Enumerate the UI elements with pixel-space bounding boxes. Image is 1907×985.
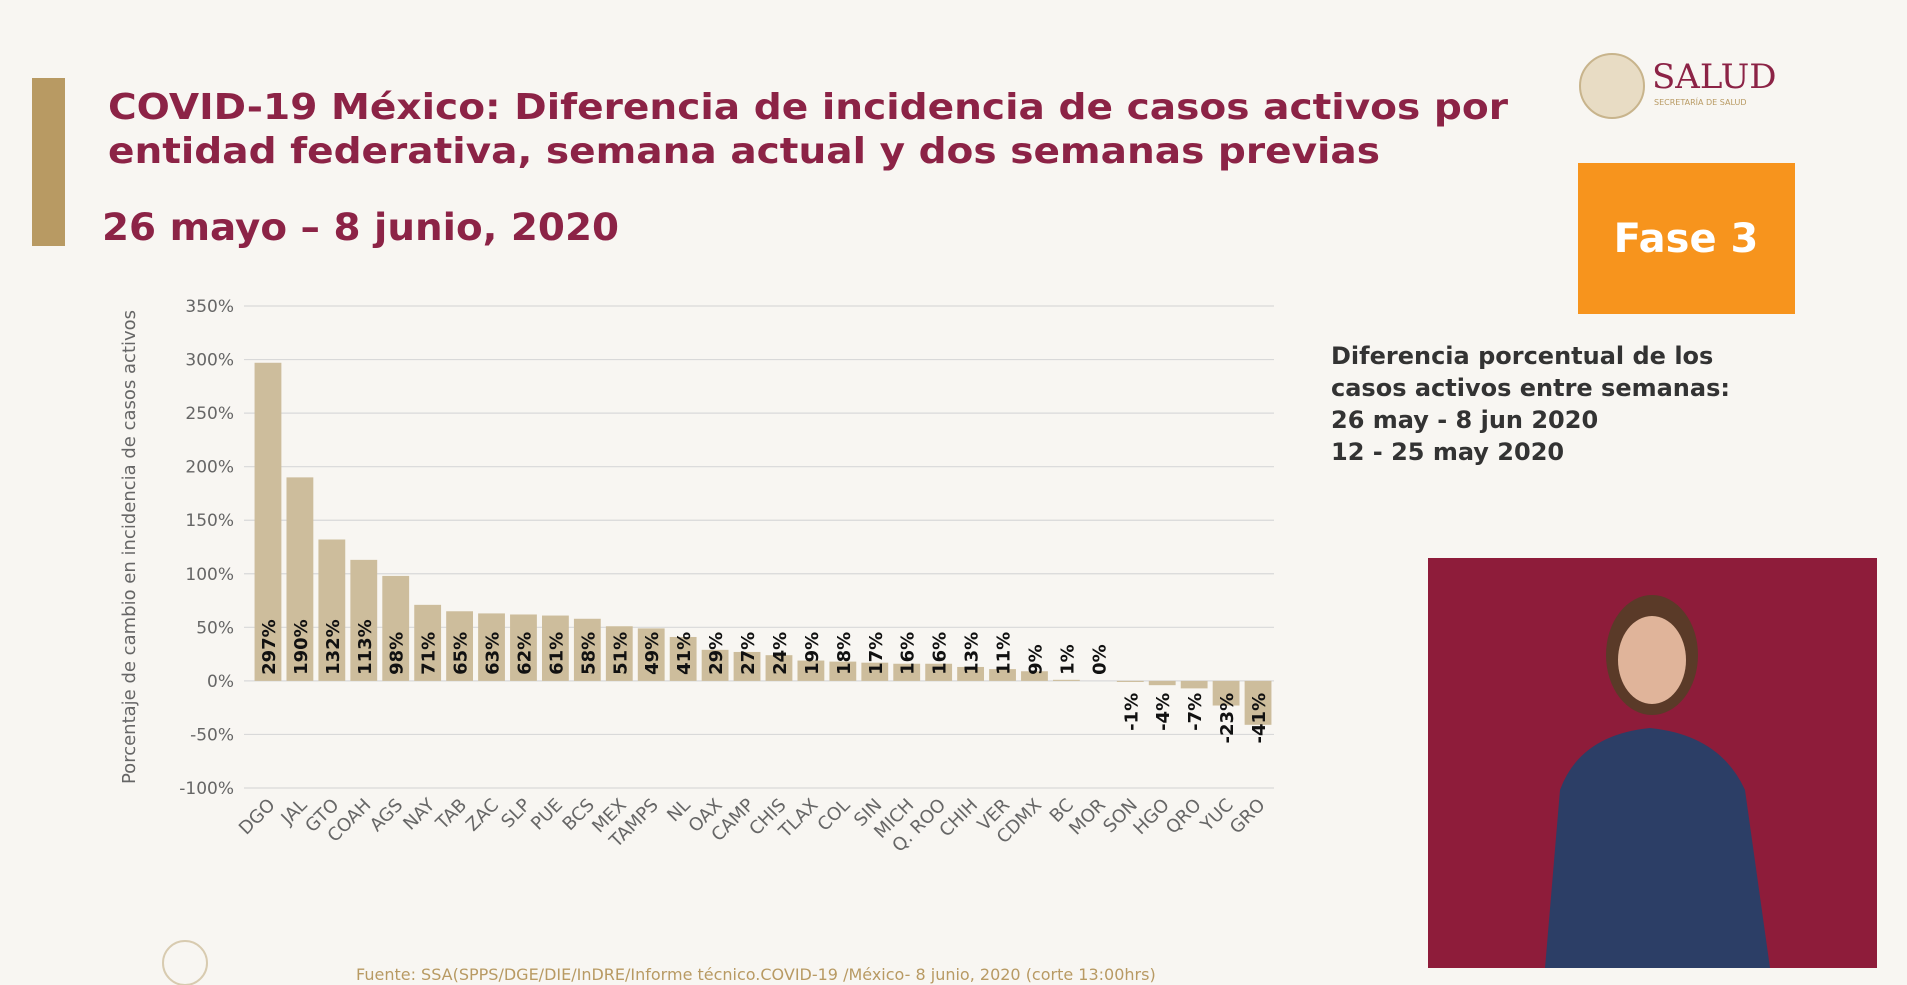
source: Fuente: SSA(SPPS/DGE/DIE/InDRE/Informe t… [356,965,1156,984]
bar [478,613,505,681]
y-tick-label: 300% [185,351,234,371]
data-label: 17% [866,632,887,675]
chart-subtitle: 26 mayo – 8 junio, 2020 [102,206,619,249]
chart-title: entidad federativa, semana actual y dos … [108,131,1380,172]
figure-body [1545,728,1770,968]
bar [989,669,1016,681]
bar [957,666,985,681]
accent-bar [32,78,65,246]
bar [286,477,314,681]
data-label: -1% [1121,693,1142,731]
data-label: 49% [642,632,663,675]
data-label: 13% [962,632,983,675]
bar [254,362,282,681]
bar [733,651,761,681]
note: casos activos entre semanas: [1331,374,1730,402]
bar [669,636,697,681]
seal [162,940,208,985]
data-label: 1% [1057,644,1078,675]
y-tick-label: 0% [207,672,234,692]
emblem [1579,53,1645,119]
bar [925,663,953,681]
data-label: 65% [451,632,472,675]
bar [446,611,474,681]
data-label: 71% [419,632,440,675]
note: 12 - 25 may 2020 [1331,438,1564,466]
note: 26 may - 8 jun 2020 [1331,406,1598,434]
bar [1052,679,1080,681]
y-tick-label: 50% [196,618,234,638]
data-label: -23% [1217,693,1238,744]
bar [797,660,825,681]
logo: SALUD [1652,57,1776,97]
bar [541,615,569,681]
bar [573,618,601,681]
data-label: 29% [706,632,727,675]
data-label: 58% [578,632,599,675]
data-label: 132% [323,619,344,675]
y-tick-label: -50% [190,725,234,745]
data-label: 98% [387,632,408,675]
y-axis-label: Porcentaje de cambio en incidencia de ca… [119,310,140,784]
data-label: 16% [898,632,919,675]
interpreter-video [1428,558,1877,968]
data-label: 24% [770,632,791,675]
y-tick-label: 250% [185,404,234,424]
bar [350,559,378,681]
bar [1148,680,1176,686]
bar [829,661,857,681]
data-label: 63% [483,632,504,675]
bar [382,575,410,681]
data-label: 51% [610,632,631,675]
bar [765,655,793,681]
bar [318,539,346,681]
y-tick-label: 150% [185,511,234,531]
bar [1244,680,1272,725]
bar [701,649,729,681]
data-label: 62% [514,632,535,675]
phase-box [1578,163,1795,314]
data-label: 16% [930,632,951,675]
data-label: 61% [546,632,567,675]
data-label: 11% [994,632,1015,675]
data-label: 19% [802,632,823,675]
data-label: 9% [1025,644,1046,675]
bar [861,662,889,681]
y-tick-label: 350% [185,297,234,317]
figure-face [1618,616,1686,704]
bar [1116,680,1144,682]
y-tick-label: -100% [179,779,234,799]
bar [637,628,665,681]
bar [1180,680,1208,689]
bar [893,663,921,681]
data-label: 41% [674,632,695,675]
logo-sub: SECRETARÍA DE SALUD [1654,96,1747,107]
data-label: -7% [1185,693,1206,731]
note: Diferencia porcentual de los [1331,342,1713,370]
y-tick-label: 200% [185,458,234,478]
data-label: 0% [1089,644,1110,675]
data-label: 297% [259,619,280,675]
chart-title: COVID-19 México: Diferencia de incidenci… [108,87,1508,128]
data-label: 190% [291,619,312,675]
y-tick-label: 100% [185,565,234,585]
bar [414,604,442,681]
bar [1212,680,1240,706]
data-label: -41% [1249,693,1270,744]
data-label: -4% [1153,693,1174,731]
bar [510,614,537,681]
data-label: 113% [355,619,376,675]
bar [605,626,633,681]
phase-label: Fase 3 [1614,216,1759,262]
bar [1021,671,1048,681]
data-label: 27% [738,632,759,675]
data-label: 18% [834,632,855,675]
